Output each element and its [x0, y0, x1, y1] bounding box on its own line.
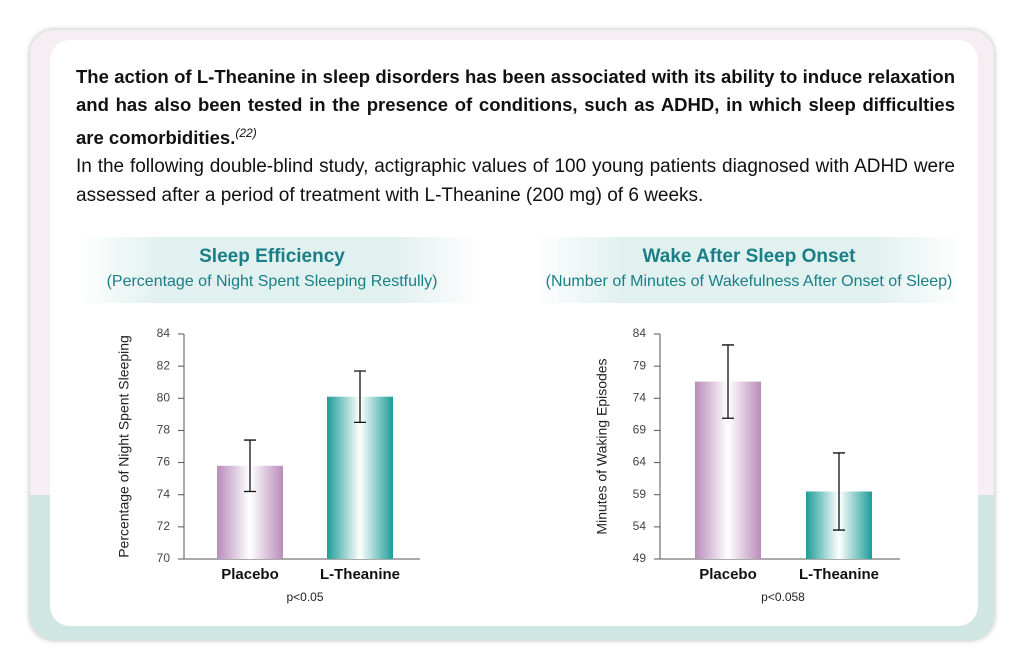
error-bar [354, 370, 366, 424]
chart-title: Wake After Sleep Onset [643, 246, 857, 267]
title-band [535, 237, 962, 303]
body-text: In the following double-blind study, act… [76, 156, 955, 207]
y-tick-label: 74 [157, 487, 171, 501]
significance-note: p<0.058 [761, 590, 805, 604]
significance-note: p<0.05 [286, 590, 323, 604]
y-tick-label: 74 [633, 390, 647, 404]
chart-subtitle: (Percentage of Night Spent Sleeping Rest… [107, 273, 438, 290]
error-bar [722, 344, 734, 419]
y-tick-label: 80 [157, 390, 171, 404]
x-tick-label: Placebo [699, 566, 757, 583]
y-tick-label: 69 [633, 423, 647, 437]
y-tick-label: 64 [633, 455, 647, 469]
y-tick-label: 82 [157, 358, 171, 372]
title-band [78, 237, 478, 303]
reference: (22) [235, 126, 257, 140]
chart-subtitle: (Number of Minutes of Wakefulness After … [546, 273, 953, 290]
y-tick-label: 78 [157, 423, 171, 437]
x-tick-label: L-Theanine [320, 566, 400, 583]
chart-title: Sleep Efficiency [199, 246, 345, 267]
y-tick-label: 49 [633, 551, 647, 565]
intro: The action of L-Theanine in sleep disord… [76, 63, 955, 210]
x-tick-label: L-Theanine [799, 566, 879, 583]
error-bar [244, 439, 256, 493]
bar [327, 396, 393, 559]
y-tick-label: 84 [157, 326, 171, 340]
y-axis-title: Percentage of Night Spent Sleeping [116, 335, 132, 558]
y-tick-label: 70 [157, 551, 171, 565]
y-tick-label: 72 [157, 519, 171, 533]
y-tick-label: 76 [157, 455, 171, 469]
y-axis-title: Minutes of Waking Episodes [594, 358, 610, 534]
x-tick-label: Placebo [221, 566, 279, 583]
lead-text: The action of L-Theanine in sleep disord… [76, 63, 955, 152]
y-tick-label: 59 [633, 487, 647, 501]
lead: The action of L-Theanine in sleep disord… [76, 66, 955, 149]
error-bar [833, 452, 845, 531]
y-tick-label: 54 [633, 519, 647, 533]
y-tick-label: 84 [633, 326, 647, 340]
y-tick-label: 79 [633, 358, 647, 372]
